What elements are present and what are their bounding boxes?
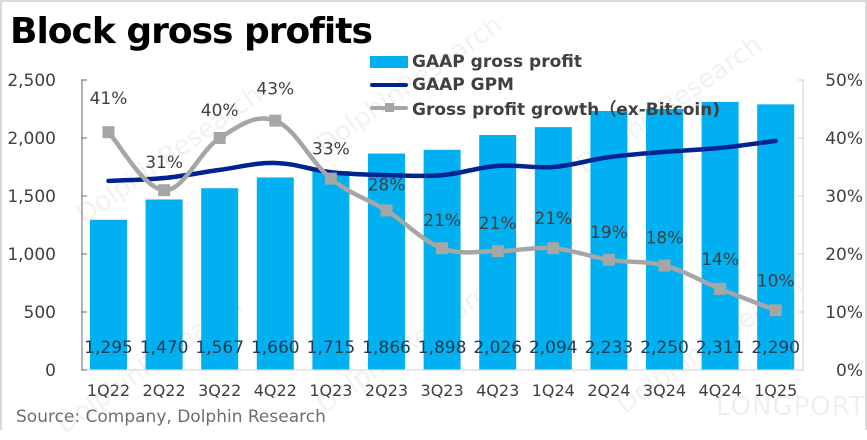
x-tick-label: 1Q23: [309, 381, 352, 400]
growth-data-label: 41%: [90, 89, 128, 109]
growth-point: [380, 204, 393, 217]
bar-data-label: 2,094: [529, 338, 578, 358]
right-tick-label: 50%: [825, 71, 863, 91]
left-tick-label: 2,500: [7, 71, 56, 91]
legend-bar-swatch-icon: [370, 55, 408, 68]
growth-data-label: 33%: [312, 140, 350, 160]
bar: [423, 149, 461, 370]
gpm-line: [106, 138, 778, 184]
growth-line-layer: [102, 114, 782, 317]
x-tick-label: 3Q24: [643, 381, 686, 400]
legend: GAAP gross profit GAAP GPM Gross profit …: [370, 50, 721, 120]
x-tick-label: 1Q22: [87, 381, 130, 400]
bar-data-label: 1,715: [307, 338, 356, 358]
gpm-line-layer: [106, 138, 778, 184]
legend-item-gross-profit: GAAP gross profit: [370, 50, 720, 73]
bar-data-label: 2,026: [473, 338, 522, 358]
legend-line-swatch-icon: [370, 79, 408, 91]
x-tick-label: 1Q25: [754, 381, 797, 400]
bar-data-label: 1,470: [140, 338, 189, 358]
growth-data-label: 19%: [590, 223, 628, 243]
bars-layer: [90, 101, 795, 371]
growth-point: [269, 114, 282, 127]
growth-data-label: 18%: [646, 229, 684, 249]
growth-point: [436, 242, 449, 255]
right-tick-label: 0%: [836, 361, 863, 381]
bar: [701, 101, 739, 370]
left-tick-label: 500: [24, 303, 56, 323]
bar: [145, 199, 183, 370]
growth-data-label: 14%: [701, 250, 739, 270]
bar: [368, 153, 405, 370]
bar-data-label: 1,295: [84, 338, 133, 358]
growth-point: [102, 126, 115, 139]
bar: [201, 188, 239, 370]
legend-label: GAAP GPM: [412, 74, 514, 95]
x-tick-label: 2Q23: [365, 381, 408, 400]
bar-data-label: 2,311: [696, 338, 745, 358]
growth-point: [547, 242, 560, 255]
x-tick-label: 4Q24: [699, 381, 742, 400]
x-tick-label: 4Q22: [254, 381, 297, 400]
growth-point: [158, 184, 171, 197]
growth-point: [769, 304, 782, 317]
right-tick-label: 30%: [825, 187, 863, 207]
right-tick-label: 40%: [825, 129, 863, 149]
bar: [757, 104, 795, 371]
growth-data-label: 21%: [534, 209, 572, 229]
growth-point: [658, 259, 671, 272]
growth-point: [213, 132, 226, 144]
bar-data-label: 1,660: [251, 338, 300, 358]
legend-label: Gross profit growth（ex-Bitcoin): [412, 100, 721, 120]
left-tick-label: 1,500: [7, 187, 56, 207]
bar-data-label: 1,898: [418, 338, 467, 358]
growth-data-label: 28%: [368, 176, 406, 196]
source-note: Source: Company, Dolphin Research: [16, 407, 326, 427]
axes-layer: 0 500 1,000 1,500 2,000 2,500 0% 10% 20% 30% 40% 50…: [7, 71, 863, 381]
growth-data-label: 43%: [256, 80, 294, 100]
x-tick-label: 2Q24: [587, 381, 630, 400]
left-tick-label: 0: [45, 361, 56, 381]
legend-marker-line-swatch-icon: [370, 102, 408, 114]
longport-watermark-logo: LONGPORT: [716, 392, 866, 422]
growth-data-label: 21%: [423, 211, 461, 231]
left-tick-label: 2,000: [7, 129, 56, 149]
growth-data-label: 31%: [145, 153, 183, 173]
legend-label: GAAP gross profit: [412, 51, 582, 72]
bar: [312, 171, 350, 370]
growth-point: [714, 282, 727, 295]
legend-item-gpm: GAAP GPM: [370, 73, 720, 96]
x-tick-label: 3Q22: [198, 381, 241, 400]
labels-layer: 1Q22 2Q22 3Q22 4Q22 1Q23 2Q23 3Q23 4Q23 1Q24 2Q24…: [84, 80, 800, 400]
growth-data-label: 21%: [479, 214, 517, 234]
x-tick-label: 2Q22: [143, 381, 186, 400]
bar: [90, 219, 127, 370]
growth-point: [324, 172, 337, 185]
growth-data-label: 40%: [201, 101, 239, 121]
legend-item-growth: Gross profit growth（ex-Bitcoin): [370, 96, 721, 120]
bar-data-label: 2,290: [751, 338, 800, 358]
right-tick-label: 20%: [825, 245, 863, 265]
bar-data-label: 1,567: [195, 338, 244, 358]
chart-title: Block gross profits: [10, 11, 373, 52]
bar-data-label: 1,866: [362, 338, 411, 358]
x-tick-label: 4Q23: [476, 381, 519, 400]
left-tick-label: 1,000: [7, 245, 56, 265]
x-tick-label: 3Q23: [421, 381, 464, 400]
growth-point: [491, 245, 504, 258]
x-tick-label: 1Q24: [532, 381, 575, 400]
growth-point: [602, 253, 615, 266]
growth-data-label: 10%: [757, 271, 795, 291]
right-tick-label: 10%: [825, 303, 863, 323]
bar-data-label: 2,233: [585, 338, 634, 358]
bar: [256, 177, 294, 370]
bar-data-label: 2,250: [640, 338, 689, 358]
